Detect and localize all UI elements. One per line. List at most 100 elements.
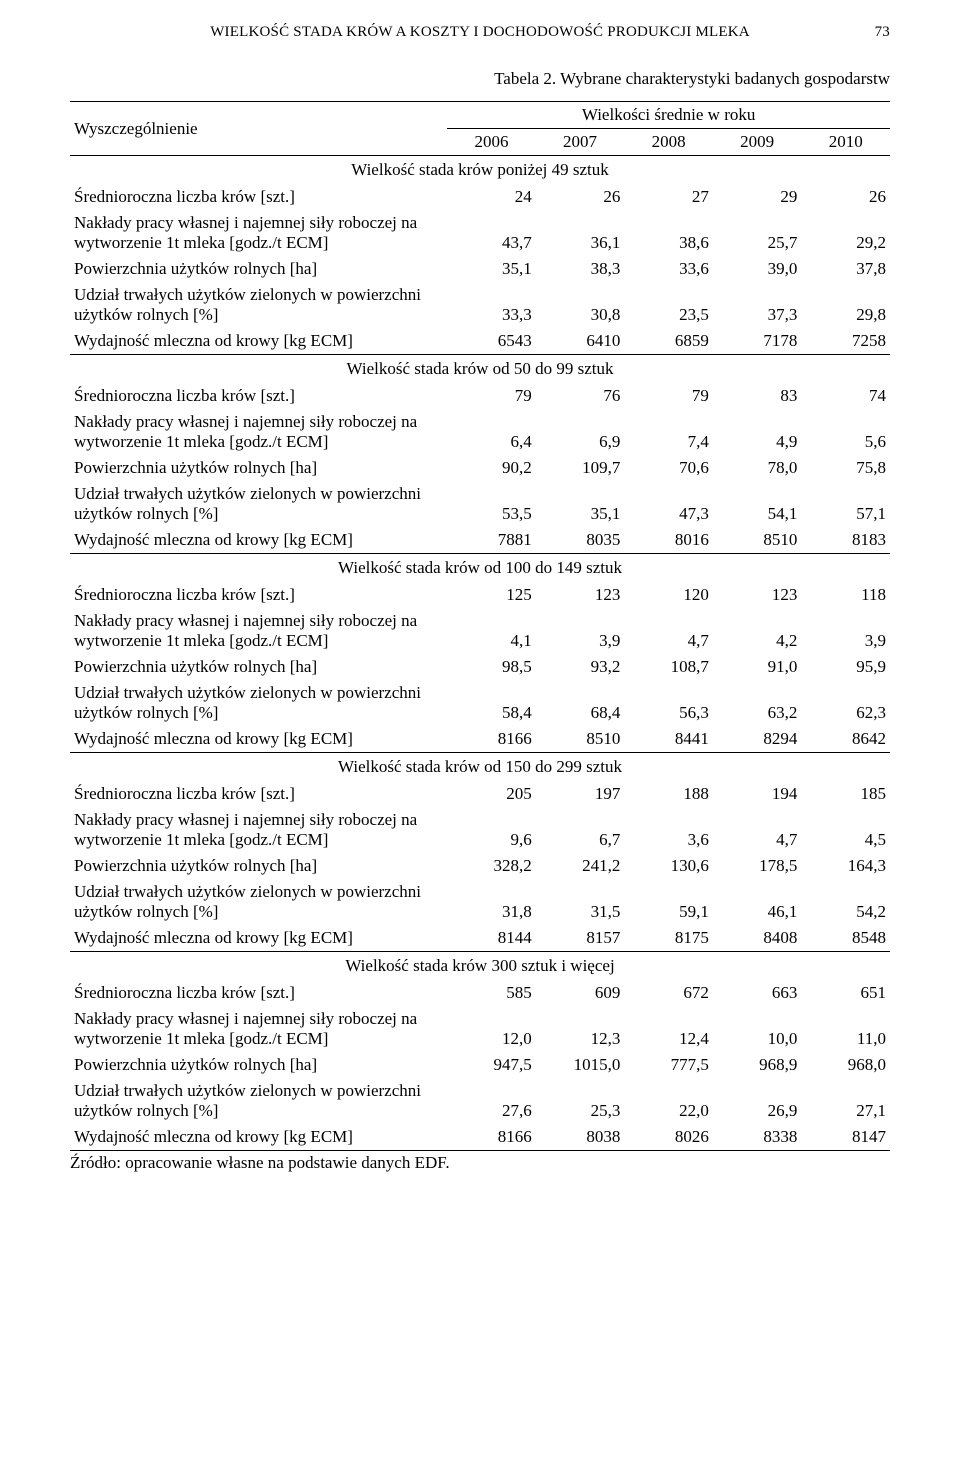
data-table: Wyszczególnienie Wielkości średnie w rok… (70, 101, 890, 1151)
row-area-val: 109,7 (536, 455, 625, 481)
row-labor-val: 7,4 (624, 409, 713, 455)
row-herd-val: 663 (713, 980, 802, 1006)
row-herd-val: 609 (536, 980, 625, 1006)
row-area-val: 178,5 (713, 853, 802, 879)
row-grass-val: 23,5 (624, 282, 713, 328)
row-labor-val: 43,7 (447, 210, 536, 256)
running-head: WIELKOŚĆ STADA KRÓW A KOSZTY I DOCHODOWO… (70, 24, 890, 41)
row-herd-label: Średnioroczna liczba krów [szt.] (70, 781, 447, 807)
row-grass-val: 62,3 (801, 680, 890, 726)
row-area-val: 90,2 (447, 455, 536, 481)
row-grass-label: Udział trwałych użytków zielonych w powi… (70, 680, 447, 726)
row-yield-val: 8175 (624, 925, 713, 952)
row-yield-val: 8144 (447, 925, 536, 952)
row-yield-val: 8166 (447, 726, 536, 753)
row-yield-val: 8038 (536, 1124, 625, 1151)
row-area-label: Powierzchnia użytków rolnych [ha] (70, 455, 447, 481)
row-area-val: 35,1 (447, 256, 536, 282)
row-herd-val: 26 (801, 184, 890, 210)
row-herd-val: 120 (624, 582, 713, 608)
row-herd-label: Średnioroczna liczba krów [szt.] (70, 582, 447, 608)
row-grass-val: 33,3 (447, 282, 536, 328)
row-labor-val: 12,0 (447, 1006, 536, 1052)
row-yield-label: Wydajność mleczna od krowy [kg ECM] (70, 925, 447, 952)
year-3: 2009 (713, 129, 802, 156)
row-herd-val: 79 (624, 383, 713, 409)
row-grass-val: 58,4 (447, 680, 536, 726)
row-labor-val: 38,6 (624, 210, 713, 256)
row-yield-val: 8548 (801, 925, 890, 952)
row-yield-val: 8294 (713, 726, 802, 753)
row-labor-label: Nakłady pracy własnej i najemnej siły ro… (70, 210, 447, 256)
row-labor-label: Nakłady pracy własnej i najemnej siły ro… (70, 409, 447, 455)
page-number: 73 (875, 24, 890, 41)
row-herd-val: 194 (713, 781, 802, 807)
section-title: Wielkość stada krów od 100 do 149 sztuk (70, 554, 890, 583)
row-grass-val: 46,1 (713, 879, 802, 925)
row-area-val: 968,0 (801, 1052, 890, 1078)
row-herd-label: Średnioroczna liczba krów [szt.] (70, 184, 447, 210)
row-labor-val: 12,3 (536, 1006, 625, 1052)
row-grass-val: 31,5 (536, 879, 625, 925)
row-area-val: 78,0 (713, 455, 802, 481)
row-labor-val: 4,9 (713, 409, 802, 455)
table-caption: Tabela 2. Wybrane charakterystyki badany… (70, 69, 890, 89)
row-yield-val: 7258 (801, 328, 890, 355)
row-labor-val: 4,1 (447, 608, 536, 654)
row-grass-val: 29,8 (801, 282, 890, 328)
row-yield-val: 8166 (447, 1124, 536, 1151)
row-labor-val: 9,6 (447, 807, 536, 853)
row-herd-val: 585 (447, 980, 536, 1006)
row-labor-val: 29,2 (801, 210, 890, 256)
row-grass-label: Udział trwałych użytków zielonych w powi… (70, 1078, 447, 1124)
row-area-val: 93,2 (536, 654, 625, 680)
row-area-label: Powierzchnia użytków rolnych [ha] (70, 1052, 447, 1078)
row-area-val: 98,5 (447, 654, 536, 680)
row-grass-val: 27,1 (801, 1078, 890, 1124)
row-grass-val: 25,3 (536, 1078, 625, 1124)
year-1: 2007 (536, 129, 625, 156)
row-labor-val: 4,7 (624, 608, 713, 654)
row-labor-val: 25,7 (713, 210, 802, 256)
row-yield-val: 8183 (801, 527, 890, 554)
row-grass-val: 53,5 (447, 481, 536, 527)
row-area-val: 91,0 (713, 654, 802, 680)
row-yield-val: 8147 (801, 1124, 890, 1151)
row-labor-val: 3,6 (624, 807, 713, 853)
row-yield-val: 8026 (624, 1124, 713, 1151)
row-area-val: 38,3 (536, 256, 625, 282)
row-area-val: 33,6 (624, 256, 713, 282)
row-labor-val: 4,5 (801, 807, 890, 853)
row-area-label: Powierzchnia użytków rolnych [ha] (70, 256, 447, 282)
row-herd-val: 118 (801, 582, 890, 608)
row-herd-val: 123 (536, 582, 625, 608)
row-herd-val: 651 (801, 980, 890, 1006)
row-area-val: 108,7 (624, 654, 713, 680)
row-grass-val: 35,1 (536, 481, 625, 527)
row-grass-val: 54,1 (713, 481, 802, 527)
row-yield-val: 6859 (624, 328, 713, 355)
row-herd-val: 29 (713, 184, 802, 210)
row-herd-val: 188 (624, 781, 713, 807)
year-0: 2006 (447, 129, 536, 156)
row-yield-val: 8035 (536, 527, 625, 554)
row-yield-val: 7178 (713, 328, 802, 355)
row-grass-val: 26,9 (713, 1078, 802, 1124)
col-header-label: Wyszczególnienie (70, 102, 447, 156)
row-labor-val: 6,9 (536, 409, 625, 455)
row-area-val: 95,9 (801, 654, 890, 680)
year-4: 2010 (801, 129, 890, 156)
row-grass-val: 31,8 (447, 879, 536, 925)
row-yield-val: 8338 (713, 1124, 802, 1151)
row-area-val: 75,8 (801, 455, 890, 481)
section-title: Wielkość stada krów od 50 do 99 sztuk (70, 355, 890, 384)
row-yield-val: 7881 (447, 527, 536, 554)
row-yield-label: Wydajność mleczna od krowy [kg ECM] (70, 726, 447, 753)
row-grass-val: 59,1 (624, 879, 713, 925)
row-grass-val: 27,6 (447, 1078, 536, 1124)
row-labor-label: Nakłady pracy własnej i najemnej siły ro… (70, 608, 447, 654)
row-area-label: Powierzchnia użytków rolnych [ha] (70, 853, 447, 879)
row-herd-val: 83 (713, 383, 802, 409)
row-yield-val: 8016 (624, 527, 713, 554)
row-labor-label: Nakłady pracy własnej i najemnej siły ro… (70, 1006, 447, 1052)
